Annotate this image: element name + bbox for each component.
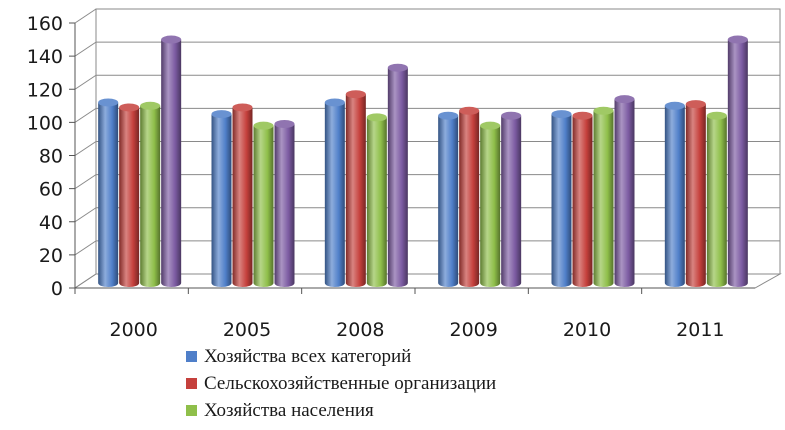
bar	[345, 94, 366, 287]
x-tick-label: 2005	[223, 319, 271, 340]
bar	[274, 124, 295, 287]
gridline-depth	[74, 174, 97, 190]
bar	[253, 125, 274, 287]
bar-top	[480, 121, 501, 130]
bar	[140, 105, 161, 287]
bar-top	[387, 63, 408, 72]
y-tick-label: 20	[39, 245, 63, 267]
bar	[706, 115, 727, 287]
legend-item: Хозяйства всех категорий	[186, 343, 496, 370]
bar	[232, 107, 253, 287]
bar	[98, 102, 119, 287]
bar	[593, 110, 614, 287]
bar-top	[501, 111, 522, 120]
bar-top	[572, 111, 593, 120]
bar	[572, 115, 593, 287]
legend-item: Сельскохозяйственные организации	[186, 370, 496, 397]
gridline-depth	[74, 41, 97, 57]
x-tick-label: 2009	[449, 319, 497, 340]
bar	[685, 104, 706, 287]
bar-top	[98, 98, 119, 107]
bar-top	[664, 101, 685, 110]
bar-top	[459, 106, 480, 115]
bar-top	[324, 98, 345, 107]
bar	[614, 99, 635, 287]
x-tick-label: 2010	[563, 319, 611, 340]
bar-top	[232, 103, 253, 112]
y-tick-label: 120	[27, 79, 63, 101]
y-tick-label: 40	[39, 212, 63, 234]
bar	[324, 102, 345, 287]
bars	[98, 35, 748, 288]
gridline-depth	[74, 141, 97, 156]
bar	[664, 105, 685, 287]
bar	[727, 39, 748, 287]
legend-item: Хозяйства населения	[186, 397, 496, 424]
y-tick-label: 140	[27, 46, 63, 68]
y-tick-labels: 0 20 40 60 80 100 120 140 160	[27, 13, 63, 300]
bar-top	[551, 110, 572, 119]
bar	[366, 117, 387, 287]
x-tick-label: 2000	[109, 319, 157, 340]
bar-top	[253, 121, 274, 130]
bar	[211, 114, 232, 287]
bar	[501, 115, 522, 288]
bar-top	[211, 110, 232, 119]
legend: Хозяйства всех категорий Сельскохозяйств…	[186, 343, 496, 424]
bar	[551, 114, 572, 287]
gridline-depth	[74, 74, 97, 90]
gridline-depth	[74, 8, 97, 24]
bar	[480, 125, 501, 287]
legend-label: Хозяйства населения	[204, 399, 374, 421]
bar-top	[366, 113, 387, 122]
bar-top	[161, 35, 182, 44]
bar-top	[345, 90, 366, 99]
gridline-depth	[74, 107, 97, 123]
y-tick-label: 80	[39, 146, 63, 168]
x-tick-label: 2011	[676, 319, 724, 340]
bar-top	[727, 35, 748, 44]
x-tick-label: 2008	[336, 319, 384, 340]
bar	[387, 67, 408, 287]
gridline-depth	[74, 240, 97, 256]
x-tick-labels: 2000 2005 2008 2009 2010 2011	[109, 319, 724, 340]
y-tick-label: 60	[39, 179, 63, 201]
bar-top	[140, 101, 161, 110]
legend-swatch	[186, 351, 197, 362]
bar-top	[614, 95, 635, 104]
bar-top	[274, 120, 295, 128]
bar	[459, 110, 480, 287]
y-tick-label: 160	[27, 13, 63, 35]
gridline-depth	[74, 273, 97, 289]
y-tick-label: 100	[27, 112, 63, 134]
bar	[119, 107, 140, 287]
y-tick-label: 0	[51, 278, 63, 300]
bar	[161, 39, 182, 287]
bar	[438, 115, 459, 287]
legend-label: Сельскохозяйственные организации	[204, 372, 497, 394]
bar-top	[685, 100, 706, 109]
gridline-depth	[74, 207, 97, 223]
legend-label: Хозяйства всех категорий	[204, 345, 412, 367]
legend-swatch	[186, 378, 197, 389]
bar-top	[593, 106, 614, 115]
axes	[69, 22, 755, 294]
bar-top	[119, 103, 140, 112]
bar-top	[438, 111, 459, 120]
legend-swatch	[186, 405, 197, 416]
bar-top	[706, 111, 727, 120]
